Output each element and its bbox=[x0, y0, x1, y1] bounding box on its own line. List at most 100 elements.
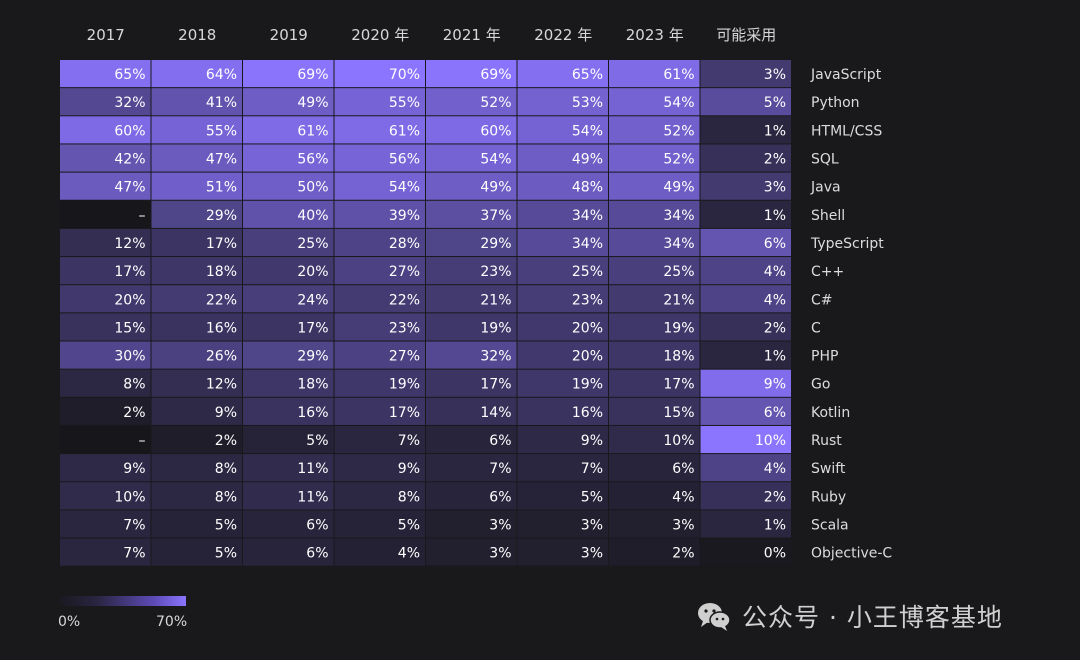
cell-value-label: 4% bbox=[764, 461, 786, 477]
heatmap-cell bbox=[334, 60, 425, 88]
heatmap-cell bbox=[60, 313, 151, 341]
cell-value-label: 15% bbox=[114, 320, 145, 336]
heatmap-cell bbox=[151, 116, 242, 144]
cell-value-label: 51% bbox=[206, 180, 237, 196]
cell-value-label: 26% bbox=[206, 349, 237, 365]
cell-value-label: 61% bbox=[389, 123, 420, 139]
cell-value-label: 27% bbox=[389, 264, 420, 280]
heatmap-cell bbox=[517, 116, 608, 144]
heatmap-cell bbox=[151, 341, 242, 369]
heatmap-cell bbox=[243, 172, 334, 200]
cell-value-label: 65% bbox=[572, 67, 603, 83]
heatmap-cell bbox=[151, 482, 242, 510]
heatmap-cell bbox=[517, 88, 608, 116]
heatmap-cell bbox=[334, 172, 425, 200]
heatmap-cell bbox=[426, 60, 517, 88]
heatmap-cell bbox=[700, 454, 791, 482]
cell-value-label: 6% bbox=[764, 405, 786, 421]
cell-value-label: 8% bbox=[123, 377, 145, 393]
cell-value-label: 16% bbox=[297, 405, 328, 421]
heatmap-cell bbox=[243, 369, 334, 397]
heatmap-cell bbox=[334, 313, 425, 341]
heatmap-cell bbox=[243, 510, 334, 538]
heatmap-cell bbox=[700, 369, 791, 397]
heatmap-cell bbox=[60, 425, 151, 454]
cell-value-label: 49% bbox=[663, 180, 694, 196]
heatmap-cell bbox=[60, 369, 151, 397]
heatmap-cell bbox=[426, 369, 517, 397]
heatmap-cell bbox=[426, 285, 517, 313]
heatmap-cell bbox=[426, 397, 517, 425]
cell-value-label: 8% bbox=[215, 461, 237, 477]
cell-value-label: 5% bbox=[215, 517, 237, 533]
heatmap-cell bbox=[151, 425, 242, 454]
watermark-text: 公众号 · 小王博客基地 bbox=[742, 603, 1003, 632]
cell-value-label: 25% bbox=[572, 264, 603, 280]
cell-value-label: 1% bbox=[764, 517, 786, 533]
column-header: 2022 年 bbox=[534, 26, 592, 44]
heatmap-cell bbox=[60, 200, 151, 228]
heatmap-cell bbox=[426, 228, 517, 257]
heatmap-cell bbox=[334, 369, 425, 397]
heatmap-cell bbox=[151, 369, 242, 397]
heatmap-cell bbox=[426, 257, 517, 285]
heatmap-cell bbox=[426, 482, 517, 510]
cell-value-label: 7% bbox=[398, 433, 420, 449]
cell-value-label: 60% bbox=[114, 123, 145, 139]
cell-value-label: 34% bbox=[572, 236, 603, 252]
cell-value-label: 2% bbox=[215, 433, 237, 449]
heatmap-cell bbox=[609, 257, 700, 285]
cell-value-label: 52% bbox=[663, 123, 694, 139]
row-label: Java bbox=[810, 180, 841, 196]
cell-value-label: 20% bbox=[572, 320, 603, 336]
heatmap-cell bbox=[517, 285, 608, 313]
heatmap-cell bbox=[151, 144, 242, 172]
cell-value-label: 4% bbox=[672, 489, 694, 505]
heatmap-cell bbox=[60, 397, 151, 425]
cell-value-label: 20% bbox=[114, 292, 145, 308]
cell-value-label: 5% bbox=[398, 517, 420, 533]
row-label: Python bbox=[811, 95, 860, 111]
heatmap-cell bbox=[700, 425, 791, 454]
heatmap-cell bbox=[426, 172, 517, 200]
cell-value-label: 70% bbox=[389, 67, 420, 83]
cell-value-label: 15% bbox=[663, 405, 694, 421]
heatmap-cell bbox=[426, 116, 517, 144]
heatmap-cell bbox=[334, 341, 425, 369]
heatmap-cell bbox=[700, 257, 791, 285]
color-scale-min-label: 0% bbox=[58, 614, 81, 630]
cell-value-label: 56% bbox=[297, 152, 328, 168]
row-label: C++ bbox=[811, 264, 844, 280]
cell-value-label: 17% bbox=[480, 377, 511, 393]
heatmap-cell bbox=[243, 425, 334, 454]
cell-value-label: 49% bbox=[297, 95, 328, 111]
heatmap-cell bbox=[334, 285, 425, 313]
cell-value-label: 2% bbox=[672, 546, 694, 562]
column-header: 2023 年 bbox=[626, 26, 684, 44]
heatmap-cell bbox=[609, 228, 700, 257]
heatmap-cell bbox=[60, 341, 151, 369]
heatmap-cell bbox=[426, 538, 517, 566]
cell-value-label: 32% bbox=[114, 95, 145, 111]
row-label: Shell bbox=[811, 208, 845, 224]
cell-value-label: 9% bbox=[398, 461, 420, 477]
row-label: JavaScript bbox=[810, 67, 882, 83]
heatmap-cell bbox=[609, 313, 700, 341]
row-label: Kotlin bbox=[811, 405, 850, 421]
color-scale-bar bbox=[60, 596, 186, 606]
heatmap-cell bbox=[517, 172, 608, 200]
cell-value-label: 16% bbox=[206, 320, 237, 336]
cell-value-label: 19% bbox=[572, 377, 603, 393]
cell-value-label: 3% bbox=[581, 517, 603, 533]
heatmap-cell bbox=[243, 60, 334, 88]
cell-value-label: 3% bbox=[489, 546, 511, 562]
row-label: Rust bbox=[811, 433, 842, 449]
heatmap-chart: 2017 2018 2019 2020 年 2021 年 2022 年 2023 年 可能采用… bbox=[60, 26, 892, 566]
heatmap-cell bbox=[334, 538, 425, 566]
cell-value-label: 2% bbox=[764, 320, 786, 336]
row-label: TypeScript bbox=[810, 236, 884, 252]
cell-value-label: 8% bbox=[215, 489, 237, 505]
heatmap-cell bbox=[151, 397, 242, 425]
cell-value-label: 48% bbox=[572, 180, 603, 196]
row-label: C bbox=[811, 320, 821, 336]
